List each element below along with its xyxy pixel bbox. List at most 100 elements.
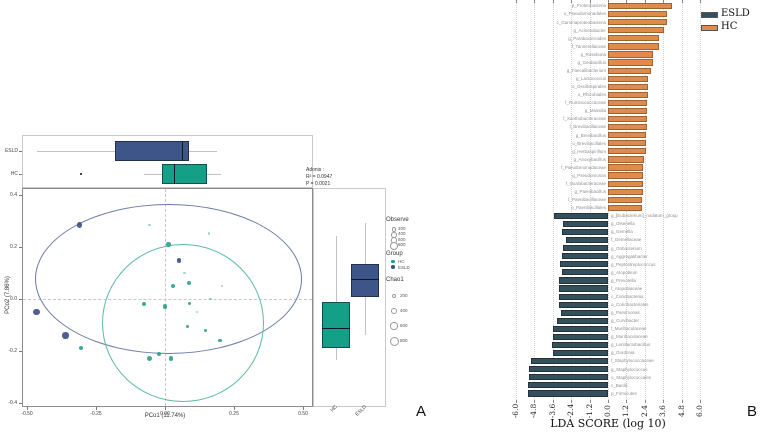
taxon-label: o_Rhizobiales	[577, 92, 606, 98]
legend-group-dot-icon	[391, 265, 395, 269]
scatter-point-hc	[171, 284, 176, 288]
lda-bar-hc	[608, 75, 649, 82]
taxon-label: f_Brevibacillaceae	[569, 124, 606, 130]
taxon-label: g_Roseburia	[580, 51, 606, 57]
lda-gridline	[571, 2, 573, 400]
right-box-median-esld	[350, 278, 379, 280]
scatter-point-esld	[62, 332, 69, 339]
y-tick-label: -0.2	[8, 348, 17, 355]
lda-top-tick-mark	[681, 0, 683, 3]
lda-bottom-tick-mark	[663, 400, 665, 403]
lda-bar-esld	[554, 212, 608, 219]
taxon-label: o_Staphylococcales	[611, 374, 652, 380]
taxon-label: g_Geobacillus	[577, 59, 606, 65]
pcoa-x-axis-label: PCo1 (11.74%)	[144, 413, 186, 419]
lda-x-axis-label: LDA SCORE (log 10)	[550, 417, 666, 430]
x-tick-label: -0.25	[90, 410, 102, 417]
right-box-x-label: HC	[329, 404, 339, 414]
lda-top-tick-mark	[644, 0, 646, 3]
top-box-tick-mark	[19, 173, 22, 175]
lda-bottom-tick-mark	[589, 400, 591, 403]
taxon-label: g_Prevotella	[611, 277, 637, 283]
lda-bar-hc	[608, 83, 649, 90]
pcoa-scatter-panel	[22, 188, 313, 407]
y-tick-mark	[19, 195, 22, 196]
taxon-label: g_Olsenella	[611, 221, 635, 227]
lda-bar-hc	[608, 156, 645, 163]
taxon-label: f_Gemellaceae	[611, 237, 642, 243]
taxon-label: p_Proteobacteria	[571, 3, 606, 9]
taxon-label: g_Curvibacter	[611, 318, 640, 324]
lda-bottom-tick-mark	[515, 400, 517, 403]
lda-bar-hc	[608, 180, 644, 187]
taxon-label: g_Aggregatibacter	[611, 253, 648, 259]
pcoa-top-boxplot-panel	[22, 135, 313, 188]
lda-bar-hc	[608, 172, 644, 179]
lda-bar-esld	[527, 390, 608, 397]
lda-bar-esld	[558, 285, 608, 292]
lda-gridline	[700, 2, 702, 400]
adonis-annotation: Adonis : R² = 0.0947 P = 0.0021	[306, 167, 332, 188]
lda-top-tick-mark	[700, 0, 702, 3]
taxon-label: g_Oribacterium	[611, 245, 642, 251]
y-tick-label: -0.4	[8, 400, 17, 407]
legend-title-group: Group	[386, 251, 403, 257]
taxon-label: o_Coriobacteriales	[611, 301, 649, 307]
taxon-label: c_Gammaproteobacteria	[556, 19, 606, 25]
taxon-label: g_Massilia	[584, 108, 606, 114]
top-box-group-label: ESLD	[4, 147, 18, 154]
legend-observe-value: 200	[398, 226, 406, 231]
taxon-label: f_Paenibacillaceae	[568, 197, 606, 203]
scatter-point-hc	[142, 302, 147, 307]
top-box-tick-mark	[19, 150, 22, 152]
legend-chao1-value: 800	[400, 337, 408, 343]
lda-bar-hc	[608, 196, 642, 203]
taxon-label: g_Gemella	[611, 229, 633, 235]
chao1-boxplot-panel	[313, 188, 386, 407]
lda-top-tick-mark	[608, 0, 609, 3]
legend-chao1-circle-icon	[391, 293, 397, 299]
lefse-legend-swatch-esld-icon	[701, 12, 718, 18]
scatter-point-hc	[183, 271, 186, 275]
lda-gridline	[644, 2, 646, 400]
lda-bar-esld	[558, 293, 608, 300]
taxon-label: g_Lactococcus	[575, 76, 606, 82]
y-tick-mark	[19, 247, 22, 248]
lda-bar-esld	[562, 245, 608, 252]
taxon-label: o_Oscillospirales	[571, 84, 606, 90]
taxon-label: f_Tannerellaceae	[571, 43, 606, 49]
taxon-label: c_Bacilli	[611, 382, 628, 388]
x-tick-label: 0.00	[160, 410, 170, 417]
y-tick-label: 0.2	[10, 244, 17, 251]
scatter-point-esld	[176, 258, 181, 263]
lda-bar-esld	[557, 317, 608, 324]
lda-bottom-tick-mark	[571, 400, 573, 403]
legend-group-value: ESLD	[398, 264, 410, 270]
lda-bar-esld	[560, 261, 608, 268]
scatter-point-hc	[204, 328, 208, 332]
lda-gridline	[534, 2, 536, 400]
taxon-label: g_Peptostreptococcus	[611, 261, 656, 267]
panel-a-pcoa: Adonis : R² = 0.0947 P = 0.0021 PCo1 (11…	[4, 135, 426, 420]
lda-top-tick-mark	[552, 0, 554, 3]
lefse-legend-label: HC	[721, 20, 738, 32]
legend-observe-circle-icon	[390, 241, 398, 250]
taxon-label: o_Pseudomonadales	[563, 11, 606, 17]
taxon-label: g_Parabacteroides	[568, 35, 606, 41]
taxon-label: g_Acinetobacter	[573, 27, 606, 33]
taxon-label: f_Muribaculaceae	[611, 326, 647, 332]
x-tick-mark	[27, 407, 28, 410]
lda-bar-esld	[561, 228, 608, 236]
lda-bar-hc	[608, 99, 648, 107]
lda-bar-hc	[608, 188, 644, 195]
lda-bar-esld	[551, 341, 608, 349]
taxon-label: g_Muribaculaceae	[611, 334, 648, 340]
lda-bar-esld	[562, 220, 608, 228]
y-tick-mark	[19, 403, 22, 404]
legend-observe-circle-icon	[391, 227, 397, 232]
lda-bar-chart: -6.0 -4.8 -3.6 -2.4 -1.2 0.0 1.2 2.4 3.6 4.8 6.0 p_…	[430, 0, 760, 433]
legend-title-observe: Observe	[386, 217, 409, 223]
lda-bar-esld	[527, 382, 608, 389]
legend-chao1-value: 400	[400, 307, 408, 313]
lda-gridline	[515, 2, 517, 400]
